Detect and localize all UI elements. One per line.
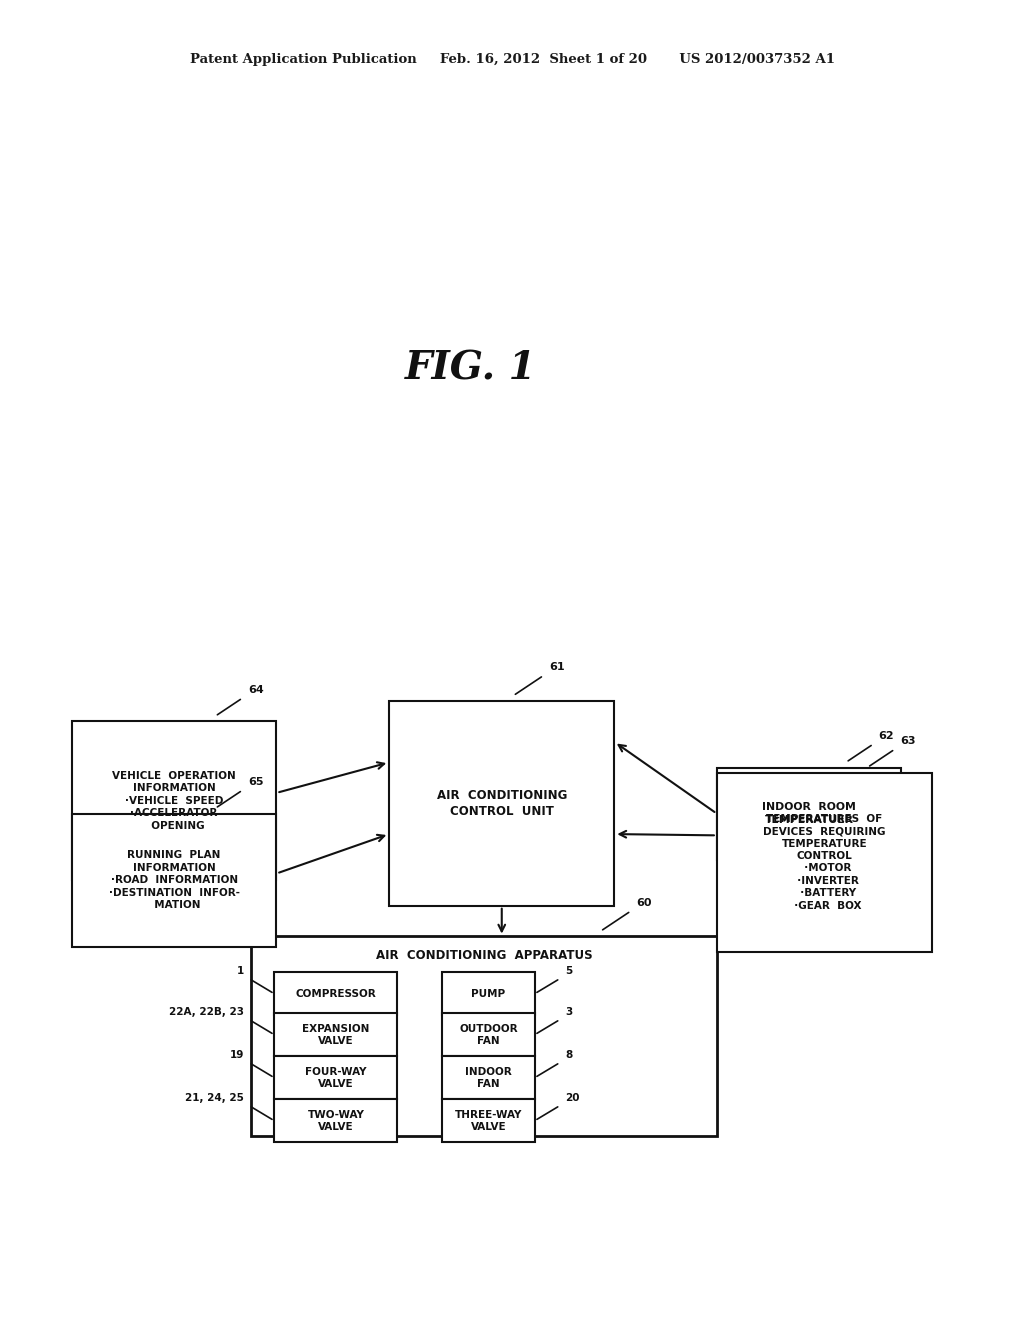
Text: 5: 5 xyxy=(565,966,572,977)
Text: 60: 60 xyxy=(636,898,651,908)
FancyBboxPatch shape xyxy=(442,973,535,1015)
Text: TWO-WAY
VALVE: TWO-WAY VALVE xyxy=(307,1110,365,1133)
Text: 1: 1 xyxy=(237,966,244,977)
Text: 64: 64 xyxy=(248,685,263,694)
Text: THREE-WAY
VALVE: THREE-WAY VALVE xyxy=(455,1110,522,1133)
FancyBboxPatch shape xyxy=(442,1100,535,1142)
FancyBboxPatch shape xyxy=(274,1100,397,1142)
FancyBboxPatch shape xyxy=(717,772,932,952)
Text: FIG. 1: FIG. 1 xyxy=(406,350,537,387)
Text: 22A, 22B, 23: 22A, 22B, 23 xyxy=(169,1007,244,1018)
FancyBboxPatch shape xyxy=(389,701,614,906)
Text: 20: 20 xyxy=(565,1093,580,1104)
Text: OUTDOOR
FAN: OUTDOOR FAN xyxy=(459,1023,518,1045)
Text: VEHICLE  OPERATION
INFORMATION
·VEHICLE  SPEED
·ACCELERATOR
  OPENING: VEHICLE OPERATION INFORMATION ·VEHICLE S… xyxy=(113,771,236,830)
FancyBboxPatch shape xyxy=(442,1014,535,1056)
Text: 62: 62 xyxy=(879,731,894,741)
FancyBboxPatch shape xyxy=(274,1056,397,1100)
FancyBboxPatch shape xyxy=(274,973,397,1015)
FancyBboxPatch shape xyxy=(274,1014,397,1056)
FancyBboxPatch shape xyxy=(442,1056,535,1100)
Text: 21, 24, 25: 21, 24, 25 xyxy=(185,1093,244,1104)
Text: INDOOR
FAN: INDOOR FAN xyxy=(465,1067,512,1089)
FancyBboxPatch shape xyxy=(72,813,276,946)
FancyBboxPatch shape xyxy=(717,767,901,859)
FancyBboxPatch shape xyxy=(72,722,276,880)
Text: INDOOR  ROOM
TEMPERATUER: INDOOR ROOM TEMPERATUER xyxy=(762,803,856,825)
FancyBboxPatch shape xyxy=(251,936,717,1137)
Text: 65: 65 xyxy=(248,777,263,787)
Text: FOUR-WAY
VALVE: FOUR-WAY VALVE xyxy=(305,1067,367,1089)
Text: PUMP: PUMP xyxy=(471,989,506,999)
Text: 63: 63 xyxy=(900,737,915,746)
Text: RUNNING  PLAN
INFORMATION
·ROAD  INFORMATION
·DESTINATION  INFOR-
  MATION: RUNNING PLAN INFORMATION ·ROAD INFORMATI… xyxy=(109,850,240,909)
Text: AIR  CONDITIONING  APPARATUS: AIR CONDITIONING APPARATUS xyxy=(376,949,592,962)
Text: AIR  CONDITIONING
CONTROL  UNIT: AIR CONDITIONING CONTROL UNIT xyxy=(436,789,567,818)
Text: COMPRESSOR: COMPRESSOR xyxy=(296,989,376,999)
Text: Patent Application Publication     Feb. 16, 2012  Sheet 1 of 20       US 2012/00: Patent Application Publication Feb. 16, … xyxy=(189,53,835,66)
Text: 61: 61 xyxy=(549,663,564,672)
Text: 8: 8 xyxy=(565,1051,572,1060)
Text: TEMPERATURES  OF
DEVICES  REQUIRING
TEMPERATURE
CONTROL
  ·MOTOR
  ·INVERTER
  ·: TEMPERATURES OF DEVICES REQUIRING TEMPER… xyxy=(763,814,886,911)
Text: EXPANSION
VALVE: EXPANSION VALVE xyxy=(302,1023,370,1045)
Text: 19: 19 xyxy=(229,1051,244,1060)
Text: 3: 3 xyxy=(565,1007,572,1018)
